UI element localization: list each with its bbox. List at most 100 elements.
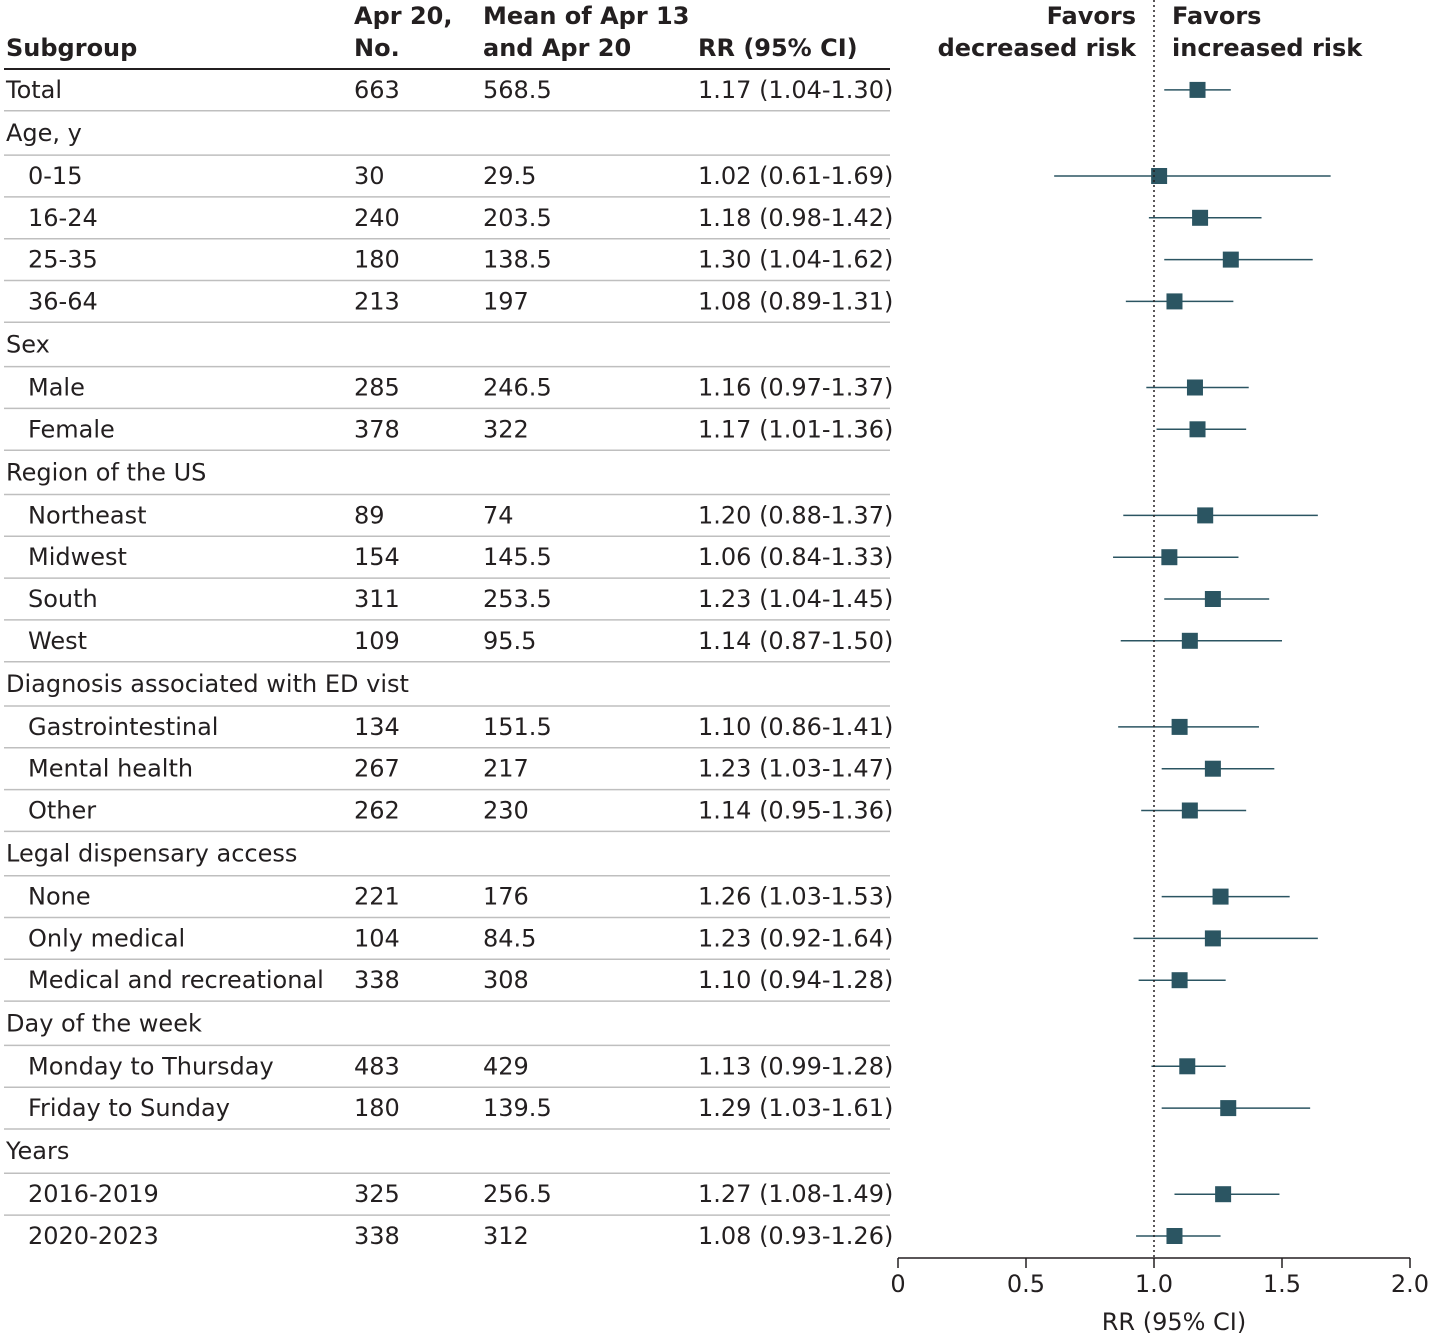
- rr-text: 1.02 (0.61-1.69): [698, 162, 893, 190]
- mean-count: 203.5: [483, 204, 552, 232]
- table-row: Gastrointestinal 134 151.5 1.10 (0.86-1.41): [28, 713, 893, 741]
- table-row: 16-24 240 203.5 1.18 (0.98-1.42): [28, 204, 893, 232]
- mean-count: 256.5: [483, 1180, 552, 1208]
- subgroup-label: 0-15: [28, 162, 82, 190]
- rr-text: 1.26 (1.03-1.53): [698, 883, 893, 911]
- group-row: Legal dispensary access: [6, 840, 297, 868]
- table-row: 25-35 180 138.5 1.30 (1.04-1.62): [28, 246, 893, 274]
- rr-text: 1.23 (0.92-1.64): [698, 924, 893, 952]
- rr-text: 1.17 (1.04-1.30): [698, 76, 893, 104]
- point-estimate: [1220, 1100, 1237, 1117]
- x-tick-label: 0: [890, 1270, 905, 1298]
- rr-text: 1.23 (1.04-1.45): [698, 585, 893, 613]
- plot-area: [1054, 0, 1331, 1258]
- header-favors-decreased-line2: decreased risk: [938, 34, 1137, 62]
- mean-count: 253.5: [483, 585, 552, 613]
- point-estimate: [1166, 1228, 1183, 1244]
- group-row: Region of the US: [6, 458, 206, 486]
- point-estimate: [1192, 209, 1209, 226]
- x-tick-label: 1.5: [1263, 1270, 1301, 1298]
- x-tick-label: 0.5: [1007, 1270, 1045, 1298]
- rr-text: 1.10 (0.86-1.41): [698, 713, 893, 741]
- table-row: Male 285 246.5 1.16 (0.97-1.37): [28, 374, 893, 402]
- apr20-count: 338: [354, 966, 400, 994]
- subgroup-label: Friday to Sunday: [28, 1094, 230, 1122]
- header-rr: RR (95% CI): [698, 34, 858, 62]
- mean-count: 217: [483, 755, 529, 783]
- apr20-count: 325: [354, 1180, 400, 1208]
- table-row: Female 378 322 1.17 (1.01-1.36): [28, 415, 893, 443]
- header-favors-increased-line1: Favors: [1172, 2, 1261, 30]
- mean-count: 197: [483, 287, 529, 315]
- apr20-count: 240: [354, 204, 400, 232]
- subgroup-label: 16-24: [28, 204, 98, 232]
- rr-text: 1.29 (1.03-1.61): [698, 1094, 893, 1122]
- mean-count: 145.5: [483, 543, 552, 571]
- point-estimate: [1181, 632, 1198, 649]
- subgroup-label: Other: [28, 797, 96, 825]
- group-label: Legal dispensary access: [6, 840, 297, 868]
- group-row: Age, y: [6, 119, 82, 147]
- table-row: Midwest 154 145.5 1.06 (0.84-1.33): [28, 543, 893, 571]
- apr20-count: 483: [354, 1052, 400, 1080]
- apr20-count: 89: [354, 501, 385, 529]
- rr-text: 1.08 (0.89-1.31): [698, 287, 893, 315]
- group-label: Day of the week: [6, 1009, 202, 1037]
- mean-count: 84.5: [483, 924, 536, 952]
- table-header: Subgroup Apr 20, No. Mean of Apr 13 and …: [6, 2, 1363, 62]
- point-estimate: [1166, 293, 1183, 310]
- subgroup-label: Monday to Thursday: [28, 1052, 274, 1080]
- header-apr20-line2: No.: [354, 34, 400, 62]
- subgroup-label: 2020-2023: [28, 1222, 159, 1250]
- table-row: 36-64 213 197 1.08 (0.89-1.31): [28, 287, 893, 315]
- apr20-count: 104: [354, 924, 400, 952]
- apr20-count: 262: [354, 797, 400, 825]
- point-estimate: [1171, 972, 1188, 989]
- point-estimate: [1186, 379, 1203, 396]
- rr-text: 1.23 (1.03-1.47): [698, 755, 893, 783]
- point-estimate: [1215, 1186, 1232, 1203]
- rr-text: 1.30 (1.04-1.62): [698, 246, 893, 274]
- point-estimate: [1189, 81, 1206, 98]
- apr20-count: 109: [354, 627, 400, 655]
- x-tick-label: 2.0: [1391, 1270, 1429, 1298]
- subgroup-label: None: [28, 883, 91, 911]
- rr-text: 1.20 (0.88-1.37): [698, 501, 893, 529]
- header-mean-line1: Mean of Apr 13: [483, 2, 689, 30]
- x-axis: 0 0.5 1.0 1.5 2.0 RR (95% CI): [890, 1257, 1429, 1336]
- group-row: Diagnosis associated with ED vist: [6, 670, 409, 698]
- subgroup-label: South: [28, 585, 98, 613]
- point-estimate: [1204, 760, 1221, 777]
- table-row: None 221 176 1.26 (1.03-1.53): [28, 883, 893, 911]
- mean-count: 308: [483, 966, 529, 994]
- point-estimate: [1151, 168, 1168, 184]
- subgroup-label: Northeast: [28, 501, 147, 529]
- point-estimate: [1171, 718, 1188, 735]
- rr-text: 1.06 (0.84-1.33): [698, 543, 893, 571]
- table-row: Northeast 89 74 1.20 (0.88-1.37): [28, 501, 893, 529]
- table-row: 2020-2023 338 312 1.08 (0.93-1.26): [28, 1222, 893, 1250]
- header-mean-line2: and Apr 20: [483, 34, 631, 62]
- mean-count: 138.5: [483, 246, 552, 274]
- point-estimate: [1161, 549, 1178, 566]
- group-label: Diagnosis associated with ED vist: [6, 670, 409, 698]
- mean-count: 139.5: [483, 1094, 552, 1122]
- apr20-count: 134: [354, 713, 400, 741]
- mean-count: 322: [483, 415, 529, 443]
- mean-count: 151.5: [483, 713, 552, 741]
- mean-count: 312: [483, 1222, 529, 1250]
- point-estimate: [1197, 507, 1214, 524]
- table-row: Mental health 267 217 1.23 (1.03-1.47): [28, 755, 893, 783]
- table-row: South 311 253.5 1.23 (1.04-1.45): [28, 585, 893, 613]
- header-favors-decreased-line1: Favors: [1047, 2, 1136, 30]
- subgroup-label: Total: [5, 76, 62, 104]
- point-estimate: [1181, 802, 1198, 819]
- x-tick-label: 1.0: [1135, 1270, 1173, 1298]
- table-row: Medical and recreational 338 308 1.10 (0.94…: [28, 966, 893, 994]
- rr-text: 1.18 (0.98-1.42): [698, 204, 893, 232]
- subgroup-label: 25-35: [28, 246, 98, 274]
- mean-count: 230: [483, 797, 529, 825]
- table-row: 0-15 30 29.5 1.02 (0.61-1.69): [28, 162, 893, 190]
- rr-text: 1.16 (0.97-1.37): [698, 374, 893, 402]
